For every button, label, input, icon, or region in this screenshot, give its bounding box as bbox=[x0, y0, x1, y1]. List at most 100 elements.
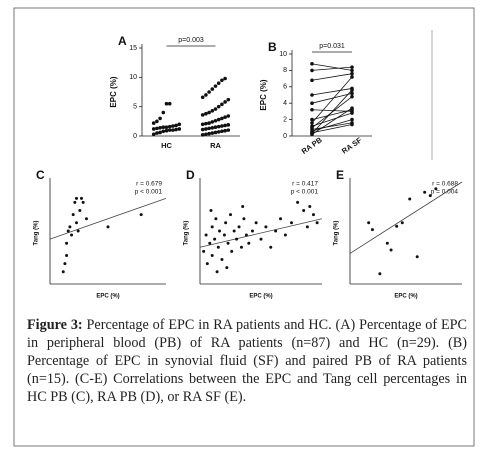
y-tick-label: 0 bbox=[133, 133, 137, 140]
dot bbox=[350, 71, 354, 76]
dot bbox=[223, 76, 227, 81]
point bbox=[428, 194, 432, 198]
panel-label: C bbox=[36, 168, 45, 182]
dot bbox=[223, 128, 227, 133]
point bbox=[220, 258, 224, 262]
point bbox=[308, 204, 312, 208]
point bbox=[205, 262, 209, 266]
point bbox=[79, 196, 83, 200]
point bbox=[213, 237, 217, 241]
dot bbox=[216, 124, 221, 129]
point bbox=[235, 237, 239, 241]
trend-line bbox=[49, 197, 167, 240]
dot bbox=[177, 127, 182, 131]
point bbox=[254, 221, 258, 225]
y-tick-label: 6 bbox=[283, 84, 287, 91]
point bbox=[65, 241, 69, 245]
stat-annotation: r = 0.679 bbox=[136, 181, 162, 188]
dot bbox=[210, 120, 215, 124]
dot bbox=[161, 129, 166, 134]
dot bbox=[174, 127, 178, 132]
point bbox=[315, 221, 319, 225]
point bbox=[239, 245, 243, 249]
dot bbox=[200, 122, 205, 127]
stat-annotation: p = 0.004 bbox=[431, 189, 459, 196]
y-tick-label: 15 bbox=[129, 45, 137, 52]
dot bbox=[204, 93, 208, 97]
point bbox=[408, 197, 412, 201]
point bbox=[210, 253, 214, 257]
dot bbox=[167, 124, 172, 129]
pair-line bbox=[311, 89, 353, 134]
dot bbox=[220, 116, 224, 121]
y-tick-label: 5 bbox=[133, 104, 137, 111]
dot bbox=[200, 127, 205, 132]
dot bbox=[167, 101, 172, 106]
dot bbox=[226, 114, 231, 118]
y-tick-label: 10 bbox=[129, 74, 137, 81]
y-axis-label: Tang (%) bbox=[334, 221, 340, 246]
dot bbox=[220, 102, 224, 107]
dot bbox=[151, 121, 156, 125]
point bbox=[415, 255, 419, 259]
dot bbox=[207, 126, 211, 131]
pair-line bbox=[311, 112, 353, 127]
pair-line bbox=[311, 109, 353, 120]
dot bbox=[310, 117, 314, 122]
x-tick-label: RA bbox=[210, 141, 221, 150]
dot bbox=[210, 125, 215, 130]
point bbox=[202, 249, 206, 253]
y-tick-label: 10 bbox=[279, 51, 287, 58]
dot bbox=[204, 121, 208, 126]
point bbox=[305, 225, 309, 229]
point bbox=[106, 225, 110, 229]
point bbox=[274, 229, 278, 233]
y-axis-label: Tang (%) bbox=[184, 221, 190, 246]
point bbox=[204, 233, 208, 237]
panel-label: A bbox=[118, 34, 127, 48]
point bbox=[385, 241, 389, 245]
point bbox=[290, 221, 293, 225]
dot bbox=[350, 94, 354, 99]
point bbox=[367, 221, 371, 225]
dot bbox=[164, 128, 169, 133]
y-tick-label: 0 bbox=[283, 133, 287, 140]
point bbox=[250, 229, 254, 233]
point bbox=[283, 233, 287, 237]
pair-line bbox=[311, 76, 353, 124]
panel-label: E bbox=[336, 168, 344, 182]
dot bbox=[167, 128, 172, 132]
point bbox=[311, 213, 315, 217]
point bbox=[63, 262, 67, 266]
panel-label: D bbox=[186, 168, 195, 182]
p-value: p=0.003 bbox=[178, 37, 204, 44]
dot bbox=[350, 117, 354, 122]
point bbox=[209, 209, 213, 213]
pair-line bbox=[311, 92, 353, 104]
point bbox=[76, 229, 80, 233]
point bbox=[73, 200, 77, 204]
dot bbox=[350, 88, 354, 92]
trend-line bbox=[349, 181, 463, 254]
dot bbox=[161, 110, 166, 115]
dot bbox=[350, 122, 354, 127]
dot bbox=[310, 68, 314, 73]
dot bbox=[350, 68, 354, 73]
dot bbox=[226, 128, 231, 132]
dot bbox=[158, 125, 162, 130]
stat-annotation: r = 0.688 bbox=[432, 181, 458, 188]
dot bbox=[161, 125, 166, 129]
point bbox=[370, 228, 374, 232]
dot bbox=[226, 97, 231, 102]
dot bbox=[213, 125, 218, 129]
point bbox=[302, 209, 306, 213]
point bbox=[269, 245, 273, 249]
y-tick-label: 2 bbox=[283, 116, 287, 123]
figure-frame bbox=[13, 7, 475, 447]
pair-line bbox=[311, 63, 353, 71]
dot bbox=[220, 129, 224, 134]
point bbox=[232, 229, 236, 233]
point bbox=[279, 217, 283, 221]
dot bbox=[223, 123, 227, 128]
